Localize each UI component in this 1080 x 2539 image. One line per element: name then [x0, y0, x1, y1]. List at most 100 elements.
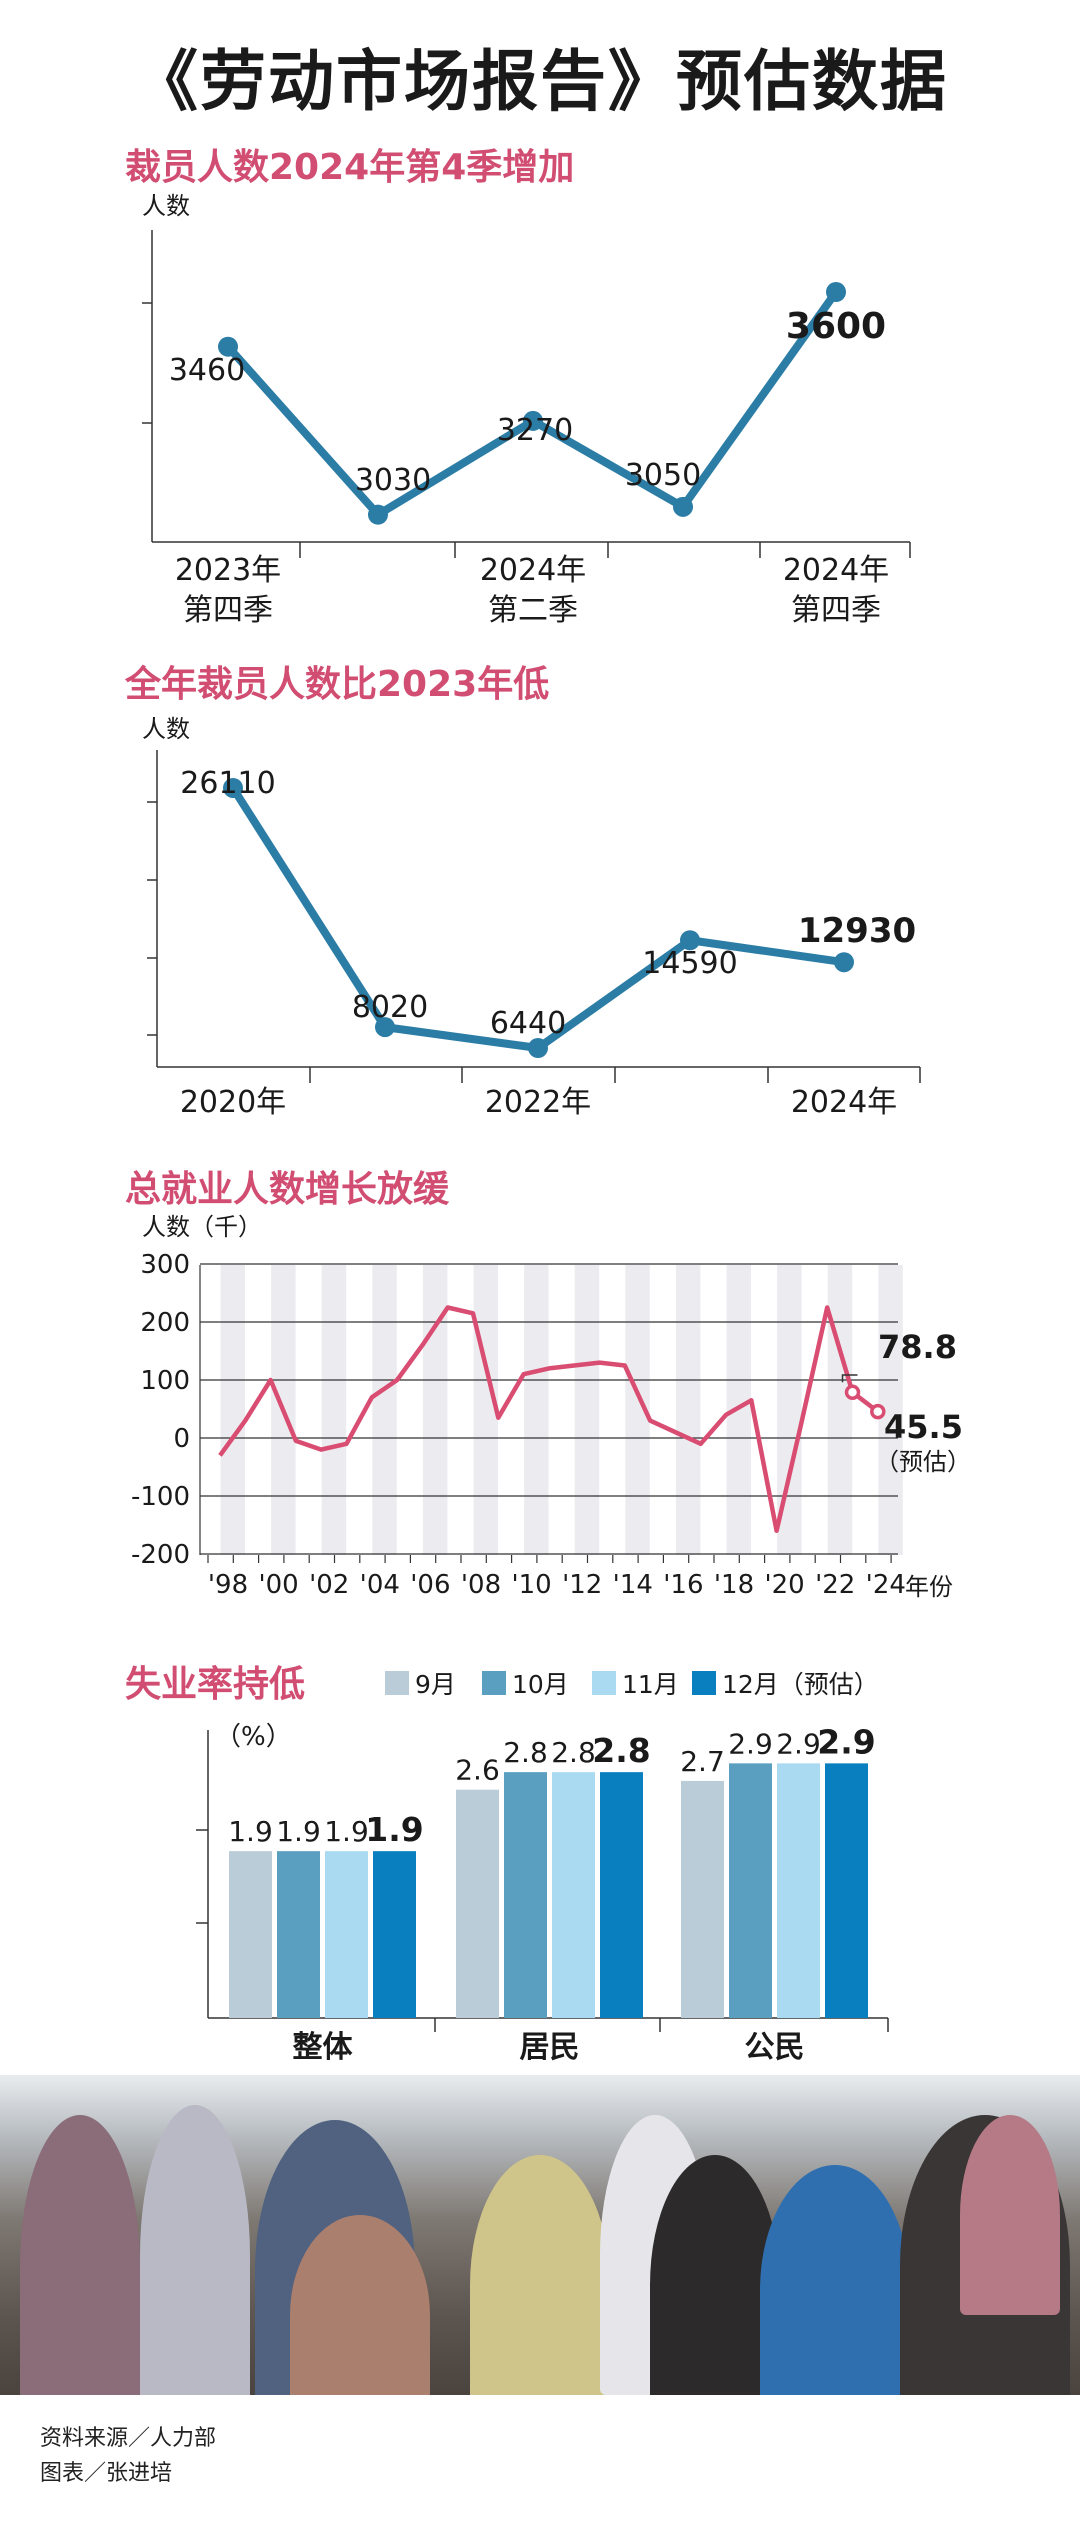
chart1-x-tick-label: 2024年: [480, 553, 586, 588]
chart3-annotation-value: 78.8: [878, 1328, 957, 1366]
chart3-x-tick-label: '02: [309, 1570, 349, 1600]
chart3-x-tick-label: '98: [208, 1570, 248, 1600]
chart4-value-label: 2.9: [728, 1727, 773, 1760]
chart3-ylabel: 人数（千）: [142, 1213, 262, 1241]
chart4-svg: 9月 10月 11月 12月（预估） （%） 1.9 1.9 1.91.92.62.8 2.…: [196, 1670, 889, 2065]
chart3-band: [372, 1265, 397, 1555]
chart2-svg: 人数 26110 8020 6440 14590 12930 2020年 2022年 2024…: [142, 715, 921, 1120]
chart3-x-tick-label: '06: [410, 1570, 450, 1600]
chart3-point-2024: [870, 1403, 886, 1420]
chart3-annotation-note: （预估）: [875, 1448, 971, 1476]
chart1-ylabel: 人数: [142, 192, 190, 220]
chart1-point: [673, 496, 693, 517]
chart1-x-tick-label: 2023年: [175, 553, 281, 588]
credit-source: 资料来源／人力部: [40, 2426, 217, 2451]
chart4-value-label: 2.8: [551, 1736, 596, 1769]
chart3-band: [422, 1265, 448, 1555]
chart3-x-tick-label: '08: [461, 1570, 501, 1600]
chart3-title: 总就业人数增长放缓: [125, 1169, 450, 1210]
chart4-category-label: 居民: [520, 2030, 580, 2065]
chart1-series-line: [225, 289, 840, 519]
chart4-category-label: 整体: [293, 2030, 354, 2065]
chart4-legend-swatch: [482, 1671, 506, 1695]
chart3-x-tick-label: '04: [360, 1570, 400, 1600]
chart2-x-tick-label: 2022年: [485, 1085, 591, 1120]
chart3-x-tick-label: '14: [613, 1570, 653, 1600]
chart3-x-tick-label: '00: [258, 1570, 298, 1600]
chart3-xlabel: 年份: [905, 1573, 953, 1601]
chart3-callout-bracket: [841, 1374, 858, 1383]
chart4-bar: [777, 1763, 820, 2018]
chart2-value-label: 8020: [352, 990, 428, 1025]
chart3-y-tick-label: 100: [140, 1366, 190, 1396]
chart4-legend-swatch: [385, 1671, 409, 1695]
chart3-band: [524, 1265, 549, 1555]
chart4-legend-label: 12月（预估）: [722, 1670, 879, 1699]
chart3-y-tick-label: 200: [140, 1308, 190, 1338]
chart2-x-tick-label: 2024年: [791, 1085, 897, 1120]
chart4-bar: [729, 1763, 772, 2018]
crowd-photo: [0, 2075, 1080, 2395]
chart3-x-tick-label: '18: [714, 1570, 754, 1600]
chart1-title: 裁员人数2024年第4季增加: [125, 147, 575, 188]
chart2-point: [834, 952, 854, 973]
chart4-legend-label: 11月: [622, 1670, 679, 1699]
chart2-x-tick-label: 2020年: [180, 1085, 286, 1120]
chart1-value-label: 3050: [625, 458, 701, 493]
chart3-annotation-value: 45.5: [884, 1408, 963, 1446]
chart3-band: [675, 1265, 701, 1555]
chart4-bar: [373, 1851, 416, 2018]
chart4-value-label: 2.8: [503, 1736, 548, 1769]
chart3-band: [321, 1265, 347, 1555]
chart2-value-label: 14590: [642, 946, 737, 981]
chart3-y-tick-label: 300: [140, 1250, 190, 1280]
chart3-band: [220, 1265, 245, 1555]
chart1-point: [523, 410, 543, 431]
chart1-value-label: 3270: [497, 413, 573, 448]
chart4-category-label: 公民: [745, 2030, 805, 2065]
chart4-bar: [552, 1772, 595, 2018]
chart4-legend-swatch: [692, 1671, 716, 1695]
chart4-legend-label: 10月: [512, 1670, 569, 1699]
chart1-value-label: 3600: [786, 306, 886, 347]
chart4-bar: [600, 1772, 643, 2018]
chart3-point-2023: [844, 1384, 861, 1401]
chart3-svg: 人数（千） -200 -100 0 100 200 300 '98 '00 '02 '04 '06 '…: [131, 1213, 971, 1601]
chart4-ylabel: （%）: [215, 1722, 292, 1752]
chart4-value-label: 2.9: [776, 1727, 821, 1760]
chart4-bar: [504, 1772, 547, 2018]
chart2-point: [375, 1017, 395, 1038]
chart3-band: [827, 1265, 853, 1555]
page-title: 《劳动市场报告》预估数据: [132, 43, 948, 120]
chart1-value-label: 3460: [169, 353, 245, 388]
chart4-legend-label: 9月: [415, 1670, 456, 1699]
chart2-value-label: 12930: [798, 911, 916, 951]
chart4-value-label: 2.7: [680, 1745, 725, 1778]
chart3-x-tick-label: '22: [815, 1570, 855, 1600]
chart3-y-tick-label: -100: [131, 1482, 190, 1512]
credit-graphic: 图表／张进培: [40, 2461, 173, 2486]
chart1-x-tick-label: 第四季: [791, 593, 881, 628]
chart4-value-label: 2.8: [592, 1731, 650, 1770]
chart1-point: [826, 282, 846, 302]
chart4-value-label: 1.9: [324, 1815, 369, 1848]
chart4-bar: [681, 1780, 724, 2018]
chart4-legend-swatch: [592, 1671, 616, 1695]
chart3-y-tick-label: 0: [173, 1424, 190, 1454]
chart3-x-tick-label: '10: [511, 1570, 551, 1600]
chart2-point: [528, 1038, 548, 1058]
chart3-x-tick-label: '16: [663, 1570, 703, 1600]
chart3-y-tick-label: -200: [131, 1540, 190, 1570]
chart3-x-tick-label: '24: [866, 1570, 906, 1600]
chart2-point: [680, 930, 700, 951]
chart2-point: [223, 777, 243, 798]
chart1-x-tick-label: 2024年: [783, 553, 889, 588]
chart2-ylabel: 人数: [142, 715, 190, 743]
chart1-x-tick-label: 第二季: [488, 593, 578, 628]
chart4-bar: [277, 1851, 320, 2018]
chart4-value-label: 1.9: [228, 1815, 273, 1848]
chart4-value-label: 1.9: [276, 1815, 321, 1848]
chart4-value-label: 2.9: [817, 1722, 875, 1761]
chart4-bar: [229, 1851, 272, 2018]
